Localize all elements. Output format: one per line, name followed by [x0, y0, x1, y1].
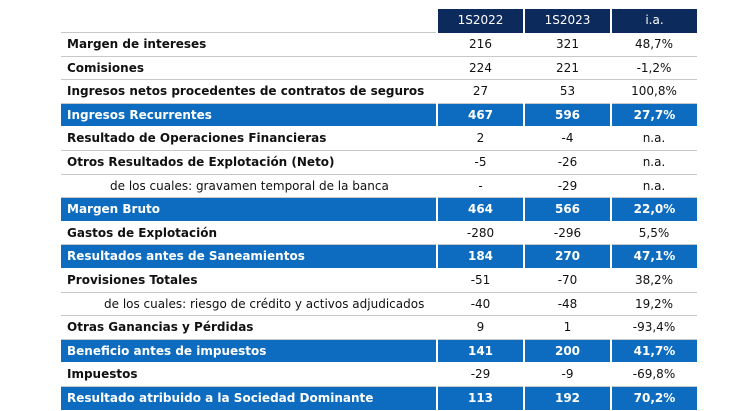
- value-change-ia: 5,5%: [611, 221, 697, 246]
- value-1s2022: 216: [437, 32, 524, 57]
- table-row: Gastos de Explotación -280 -296 5,5%: [61, 221, 697, 246]
- row-label: Margen Bruto: [61, 197, 437, 222]
- value-1s2023: 1: [524, 315, 611, 340]
- value-1s2023: -4: [524, 126, 611, 151]
- row-label: de los cuales: gravamen temporal de la b…: [61, 174, 437, 199]
- income-statement-table: 1S2022 1S2023 i.a. Margen de intereses 21…: [61, 9, 697, 411]
- header-row: 1S2022 1S2023 i.a.: [61, 9, 697, 33]
- value-1s2022: 467: [436, 103, 524, 128]
- row-label: Provisiones Totales: [61, 268, 437, 293]
- value-1s2023: 566: [523, 197, 611, 222]
- table-row: Ingresos netos procedentes de contratos …: [61, 79, 697, 104]
- header-col-1s2022: 1S2022: [436, 9, 524, 33]
- value-1s2022: -: [437, 174, 524, 199]
- value-1s2023: 270: [523, 244, 611, 269]
- value-1s2022: 113: [436, 386, 524, 411]
- header-col-1s2023: 1S2023: [523, 9, 611, 33]
- value-1s2023: 596: [523, 103, 611, 128]
- value-1s2023: -9: [524, 362, 611, 387]
- value-1s2023: 53: [524, 79, 611, 104]
- value-change-ia: -69,8%: [611, 362, 697, 387]
- table-row: de los cuales: riesgo de crédito y activ…: [61, 292, 697, 317]
- table-row: Otros Resultados de Explotación (Neto) -5…: [61, 150, 697, 175]
- value-1s2022: 9: [437, 315, 524, 340]
- value-1s2022: -29: [437, 362, 524, 387]
- value-change-ia: n.a.: [611, 126, 697, 151]
- value-change-ia: -1,2%: [611, 56, 697, 81]
- row-label: Resultado atribuido a la Sociedad Domina…: [61, 386, 437, 411]
- value-1s2022: 141: [436, 339, 524, 364]
- value-change-ia: 47,1%: [610, 244, 697, 269]
- value-1s2023: -26: [524, 150, 611, 175]
- row-label: Margen de intereses: [61, 32, 437, 57]
- row-label: Resultados antes de Saneamientos: [61, 244, 437, 269]
- value-1s2023: 221: [524, 56, 611, 81]
- value-1s2023: 321: [524, 32, 611, 57]
- income-statement-table-wrapper: 1S2022 1S2023 i.a. Margen de intereses 21…: [61, 9, 697, 411]
- value-change-ia: 38,2%: [611, 268, 697, 293]
- row-label: de los cuales: riesgo de crédito y activ…: [61, 292, 437, 317]
- value-1s2023: -29: [524, 174, 611, 199]
- row-label: Beneficio antes de impuestos: [61, 339, 437, 364]
- subtotal-row: Margen Bruto 464 566 22,0%: [61, 197, 697, 222]
- value-1s2022: 27: [437, 79, 524, 104]
- value-1s2022: 2: [437, 126, 524, 151]
- value-1s2022: -5: [437, 150, 524, 175]
- row-label: Resultado de Operaciones Financieras: [61, 126, 437, 151]
- value-1s2022: -40: [437, 292, 524, 317]
- value-1s2023: -48: [524, 292, 611, 317]
- table-row: Provisiones Totales -51 -70 38,2%: [61, 268, 697, 293]
- header-blank-cell: [61, 9, 437, 33]
- value-1s2022: 224: [437, 56, 524, 81]
- value-1s2023: 192: [523, 386, 611, 411]
- value-1s2022: 464: [436, 197, 524, 222]
- table-row: Margen de intereses 216 321 48,7%: [61, 32, 697, 57]
- value-change-ia: 27,7%: [610, 103, 697, 128]
- subtotal-row: Resultados antes de Saneamientos 184 270 47…: [61, 244, 697, 269]
- table-row: Otras Ganancias y Pérdidas 9 1 -93,4%: [61, 315, 697, 340]
- value-change-ia: 100,8%: [611, 79, 697, 104]
- table-row: Comisiones 224 221 -1,2%: [61, 56, 697, 81]
- row-label: Ingresos netos procedentes de contratos …: [61, 79, 437, 104]
- value-1s2022: -280: [437, 221, 524, 246]
- table-row: de los cuales: gravamen temporal de la b…: [61, 174, 697, 199]
- value-change-ia: 70,2%: [610, 386, 697, 411]
- value-1s2023: 200: [523, 339, 611, 364]
- value-1s2023: -296: [524, 221, 611, 246]
- row-label: Ingresos Recurrentes: [61, 103, 437, 128]
- subtotal-row: Resultado atribuido a la Sociedad Domina…: [61, 386, 697, 411]
- value-change-ia: 41,7%: [610, 339, 697, 364]
- value-change-ia: -93,4%: [611, 315, 697, 340]
- table-row: Resultado de Operaciones Financieras 2 -4 n…: [61, 126, 697, 151]
- row-label: Otros Resultados de Explotación (Neto): [61, 150, 437, 175]
- value-change-ia: n.a.: [611, 150, 697, 175]
- value-1s2023: -70: [524, 268, 611, 293]
- row-label: Otras Ganancias y Pérdidas: [61, 315, 437, 340]
- table-row: Impuestos -29 -9 -69,8%: [61, 362, 697, 387]
- row-label: Gastos de Explotación: [61, 221, 437, 246]
- value-change-ia: n.a.: [611, 174, 697, 199]
- value-change-ia: 48,7%: [611, 32, 697, 57]
- row-label: Impuestos: [61, 362, 437, 387]
- table-header: 1S2022 1S2023 i.a.: [61, 9, 697, 33]
- subtotal-row: Ingresos Recurrentes 467 596 27,7%: [61, 103, 697, 128]
- value-change-ia: 19,2%: [611, 292, 697, 317]
- subtotal-row: Beneficio antes de impuestos 141 200 41,7%: [61, 339, 697, 364]
- value-1s2022: -51: [437, 268, 524, 293]
- row-label: Comisiones: [61, 56, 437, 81]
- table-body: Margen de intereses 216 321 48,7% Comisiones…: [61, 32, 697, 411]
- value-change-ia: 22,0%: [610, 197, 697, 222]
- value-1s2022: 184: [436, 244, 524, 269]
- header-col-ia: i.a.: [610, 9, 697, 33]
